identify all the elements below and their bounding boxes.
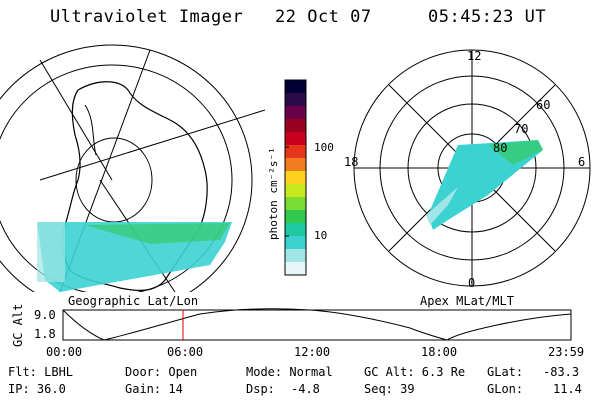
colorbar-frame [284, 79, 307, 276]
colorbar-cell [285, 236, 306, 250]
ip-status: IP: 36.0 [8, 382, 66, 396]
colorbar-tick-label-100: 100 [314, 141, 334, 154]
ytick-label-1.8: 1.8 [34, 327, 56, 341]
apex-label: Apex MLat/MLT [420, 294, 514, 308]
xtick-label-1800: 18:00 [421, 345, 458, 359]
mlat-label-80: 80 [493, 141, 507, 155]
mlat-label-60: 60 [536, 98, 550, 112]
colorbar-cell [285, 223, 306, 237]
glon-label: GLon: [487, 382, 524, 396]
colorbar-cell [285, 262, 306, 276]
colorbar-cell [285, 106, 306, 120]
mlat-label-70: 70 [514, 122, 528, 136]
xtick-label-1200: 12:00 [294, 345, 331, 359]
peninsula-line [84, 104, 97, 156]
colorbar-cell [285, 171, 306, 185]
mlt-label-0: 0 [468, 276, 475, 290]
mlt-label-18: 18 [344, 155, 358, 169]
glon-value: 11.4 [553, 382, 582, 396]
geographic-map [0, 44, 265, 292]
meridian-4 [39, 59, 113, 181]
antarctica-coastline [61, 81, 208, 291]
colorbar-tick-label-10: 10 [314, 229, 328, 242]
date-label: 22 Oct 07 [275, 7, 372, 27]
colorbar-cell [285, 249, 306, 263]
colorbar-cells [285, 80, 306, 276]
aurora-faint-geo [37, 222, 65, 282]
lat-circle-80 [75, 137, 153, 223]
gc-alt-status: GC Alt: 6.3 Re [364, 365, 466, 379]
xtick-label-0000: 00:00 [46, 345, 83, 359]
dsp-value: -4.8 [291, 382, 320, 396]
colorbar-unit-label: photon cm⁻²s⁻¹ [267, 147, 280, 240]
colorbar-cell [285, 119, 306, 133]
glat-value: -83.3 [543, 365, 580, 379]
time-label: 05:45:23 UT [428, 7, 547, 27]
colorbar-cell [285, 132, 306, 146]
colorbar-cell [285, 145, 306, 159]
polar-mlt-plot: 12 18 6 0 60 70 80 [344, 49, 591, 290]
colorbar: photon cm⁻²s⁻¹ [267, 79, 307, 276]
lat-circle-60 [0, 64, 233, 292]
seq-status: Seq: 39 [364, 382, 415, 396]
mlt-label-12: 12 [467, 49, 481, 63]
altitude-curve [62, 308, 572, 341]
xtick-label-2359: 23:59 [548, 345, 585, 359]
colorbar-cell [285, 184, 306, 198]
aurora-bright-geo [85, 223, 230, 244]
meridian-2 [39, 109, 265, 181]
colorbar-cell [285, 80, 306, 94]
mlt-label-6: 6 [578, 155, 585, 169]
mode-status: Mode: Normal [246, 365, 333, 379]
altitude-plot-frame [62, 309, 572, 341]
colorbar-cell [285, 158, 306, 172]
geographic-label: Geographic Lat/Lon [68, 294, 199, 308]
aurora-faint-mlt [426, 187, 458, 225]
colorbar-cell [285, 93, 306, 107]
lat-circle-outer [0, 44, 253, 292]
altitude-ylabel: GC Alt [11, 304, 25, 347]
filter-status: Flt: LBHL [8, 365, 74, 379]
gain-status: Gain: 14 [125, 382, 183, 396]
altitude-plot: GC Alt 9.0 1.8 [11, 304, 572, 347]
xtick-label-0600: 06:00 [167, 345, 204, 359]
glat-label: GLat: [487, 365, 524, 379]
colorbar-cell [285, 197, 306, 211]
colorbar-cell [285, 210, 306, 224]
ytick-label-9: 9.0 [34, 308, 56, 322]
door-status: Door: Open [125, 365, 198, 379]
dsp-label: Dsp: [246, 382, 275, 396]
instrument-title: Ultraviolet Imager [50, 7, 244, 27]
aurora-bright-mlt [488, 140, 543, 165]
